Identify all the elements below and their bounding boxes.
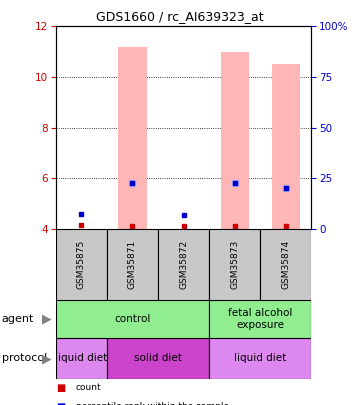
Text: GSM35874: GSM35874 [282, 240, 290, 289]
Bar [118, 47, 147, 229]
Text: agent: agent [2, 314, 34, 324]
Text: liquid diet: liquid diet [234, 354, 287, 363]
Bar [209, 338, 311, 379]
Bar [107, 338, 209, 379]
Bar [56, 229, 107, 300]
Text: control: control [114, 314, 151, 324]
Bar [56, 338, 107, 379]
Bar [107, 229, 158, 300]
Bar [209, 300, 311, 338]
Bar [260, 229, 311, 300]
Text: percentile rank within the sample: percentile rank within the sample [76, 402, 229, 405]
Bar [158, 229, 209, 300]
Text: GSM35872: GSM35872 [179, 240, 188, 289]
Text: fetal alcohol
exposure: fetal alcohol exposure [228, 308, 292, 330]
Text: ▶: ▶ [42, 312, 51, 326]
Bar [272, 64, 300, 229]
Text: GSM35871: GSM35871 [128, 240, 137, 289]
Text: ■: ■ [56, 402, 65, 405]
Text: GSM35873: GSM35873 [230, 240, 239, 289]
Text: ▶: ▶ [42, 352, 51, 365]
Text: protocol: protocol [2, 354, 47, 363]
Bar [221, 51, 249, 229]
Text: liquid diet: liquid diet [55, 354, 108, 363]
Text: GSM35875: GSM35875 [77, 240, 86, 289]
Text: ■: ■ [56, 383, 65, 393]
Text: count: count [76, 383, 101, 392]
Bar [56, 300, 209, 338]
Text: GDS1660 / rc_AI639323_at: GDS1660 / rc_AI639323_at [96, 10, 264, 23]
Text: solid diet: solid diet [134, 354, 182, 363]
Bar [209, 229, 260, 300]
